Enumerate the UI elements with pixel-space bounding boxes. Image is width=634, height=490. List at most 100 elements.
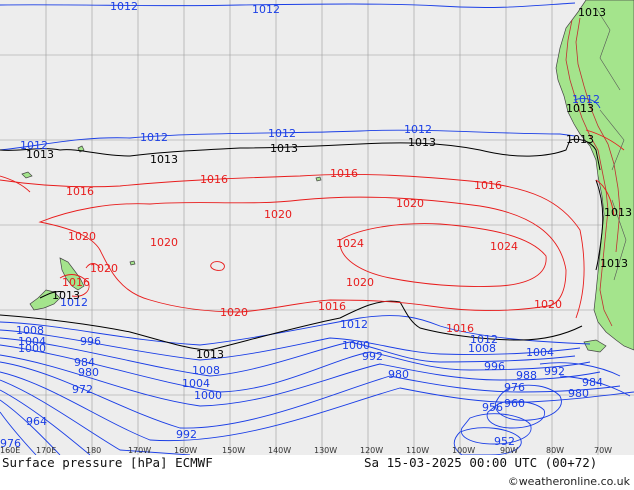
- pressure-map: 160E 170E 180 170W 160W 150W 140W 130W 1…: [0, 0, 634, 455]
- high-isobar-labels: 1016 1016 1016 1016 1016 1016 1016 1020 …: [62, 167, 562, 335]
- fiji-islands: [21, 171, 33, 179]
- isobar-label: 952: [494, 435, 515, 448]
- lon-label: 180: [86, 446, 101, 455]
- isobar-label: 1024: [490, 240, 518, 253]
- lon-label: 170W: [128, 446, 151, 455]
- isobar-label: 1013: [270, 142, 298, 155]
- isobar-label: 1012: [404, 123, 432, 136]
- lon-label: 80W: [546, 446, 564, 455]
- isobar-label: 1000: [18, 342, 46, 355]
- isobar-label: 1013: [26, 148, 54, 161]
- isobar-label: 984: [582, 376, 603, 389]
- isobar-label: 1016: [66, 185, 94, 198]
- high-pressure-isobars: [0, 129, 625, 319]
- isobar-label: 980: [388, 368, 409, 381]
- country-borders: [595, 7, 627, 281]
- easter-island: [315, 176, 322, 182]
- isobar-label: 1020: [346, 276, 374, 289]
- isobar-label: 1012: [60, 296, 88, 309]
- isobar-label: 1000: [342, 339, 370, 352]
- tierra-del-fuego: [583, 339, 607, 353]
- isobar-label: 1013: [408, 136, 436, 149]
- isobar-label: 1004: [18, 335, 46, 348]
- isobar-label: 1013: [600, 257, 628, 270]
- isobar-label: 1012: [252, 3, 280, 16]
- isobar-label: 1020: [68, 230, 96, 243]
- isobar-label: 1008: [16, 324, 44, 337]
- isobar-label: 1012: [340, 318, 368, 331]
- isobar-label: 1013: [604, 206, 632, 219]
- map-canvas: 160E 170E 180 170W 160W 150W 140W 130W 1…: [0, 0, 634, 455]
- isobar-label: 1012: [470, 333, 498, 346]
- isobar-label: 1020: [90, 262, 118, 275]
- isobar-label: 976: [0, 437, 21, 450]
- isobar-label: 980: [568, 387, 589, 400]
- longitude-labels: 160E 170E 180 170W 160W 150W 140W 130W 1…: [0, 446, 612, 455]
- new-zealand-south-island: [29, 289, 61, 311]
- lon-label: 150W: [222, 446, 245, 455]
- isobar-label: 1020: [150, 236, 178, 249]
- isobar-label: 1020: [396, 197, 424, 210]
- isobar-label: 1016: [330, 167, 358, 180]
- isobar-label: 996: [80, 335, 101, 348]
- isobar-label: 992: [544, 365, 565, 378]
- lon-label: 140W: [268, 446, 291, 455]
- isobar-label: 1012: [268, 127, 296, 140]
- isobar-label: 1012: [20, 139, 48, 152]
- isobar-label: 1012: [572, 93, 600, 106]
- isobar-label: 972: [72, 383, 93, 396]
- isobar-label: 956: [482, 401, 503, 414]
- standard-isobar-labels: 1013 1013 1013 1013 1013 1013 1013 1013 …: [26, 6, 632, 361]
- lon-label: 120W: [360, 446, 383, 455]
- isobar-label: 964: [26, 415, 47, 428]
- isobar-label: 1016: [200, 173, 228, 186]
- isobar-label: 1024: [336, 237, 364, 250]
- lon-label: 130W: [314, 446, 337, 455]
- valid-time: Sa 15-03-2025 00:00 UTC (00+72): [364, 455, 598, 470]
- south-america-land: [555, 0, 634, 351]
- isobar-label: 1020: [264, 208, 292, 221]
- low-isobar-labels: 1012 1012 1012 1012 1012 1012 1012 1012 …: [0, 0, 603, 450]
- isobar-label: 1012: [110, 0, 138, 13]
- isobar-label: 1004: [182, 377, 210, 390]
- map-footer: Surface pressure [hPa] ECMWF Sa 15-03-20…: [0, 455, 634, 490]
- chart-title: Surface pressure [hPa] ECMWF: [2, 455, 213, 470]
- isobar-label: 1013: [52, 289, 80, 302]
- andes-terrain: [565, 17, 621, 327]
- isobar-label: 1020: [220, 306, 248, 319]
- lon-label: 170E: [36, 446, 56, 455]
- lon-label: 160E: [0, 446, 20, 455]
- lon-label: 70W: [594, 446, 612, 455]
- isobar-label: 1008: [192, 364, 220, 377]
- chatham-islands: [129, 260, 136, 266]
- low-pressure-isobars: [0, 2, 634, 455]
- isobar-label: 1016: [62, 276, 90, 289]
- isobar-label: 1016: [318, 300, 346, 313]
- isobar-label: 1016: [446, 322, 474, 335]
- isobar-label: 1013: [150, 153, 178, 166]
- isobar-label: 1016: [474, 179, 502, 192]
- isobar-label: 1008: [468, 342, 496, 355]
- isobar-label: 1004: [526, 346, 554, 359]
- isobar-label: 1013: [578, 6, 606, 19]
- standard-isobar: [0, 138, 604, 351]
- isobar-label: 992: [362, 350, 383, 363]
- isobar-label: 1013: [566, 133, 594, 146]
- lon-label: 110W: [406, 446, 429, 455]
- lon-label: 90W: [500, 446, 518, 455]
- isobar-label: 1013: [566, 102, 594, 115]
- lon-label: 160W: [174, 446, 197, 455]
- credit-link[interactable]: ©weatheronline.co.uk: [507, 475, 630, 488]
- lon-label: 100W: [452, 446, 475, 455]
- isobar-label: 996: [484, 360, 505, 373]
- isobar-label: 988: [516, 369, 537, 382]
- isobar-label: 1013: [196, 348, 224, 361]
- isobar-label: 1000: [194, 389, 222, 402]
- isobar-label: 992: [176, 428, 197, 441]
- isobar-label: 976: [504, 381, 525, 394]
- isobar-label: 984: [74, 356, 95, 369]
- isobar-label: 960: [504, 397, 525, 410]
- isobar-label: 1012: [140, 131, 168, 144]
- isobar-label: 980: [78, 366, 99, 379]
- graticule: [0, 0, 634, 455]
